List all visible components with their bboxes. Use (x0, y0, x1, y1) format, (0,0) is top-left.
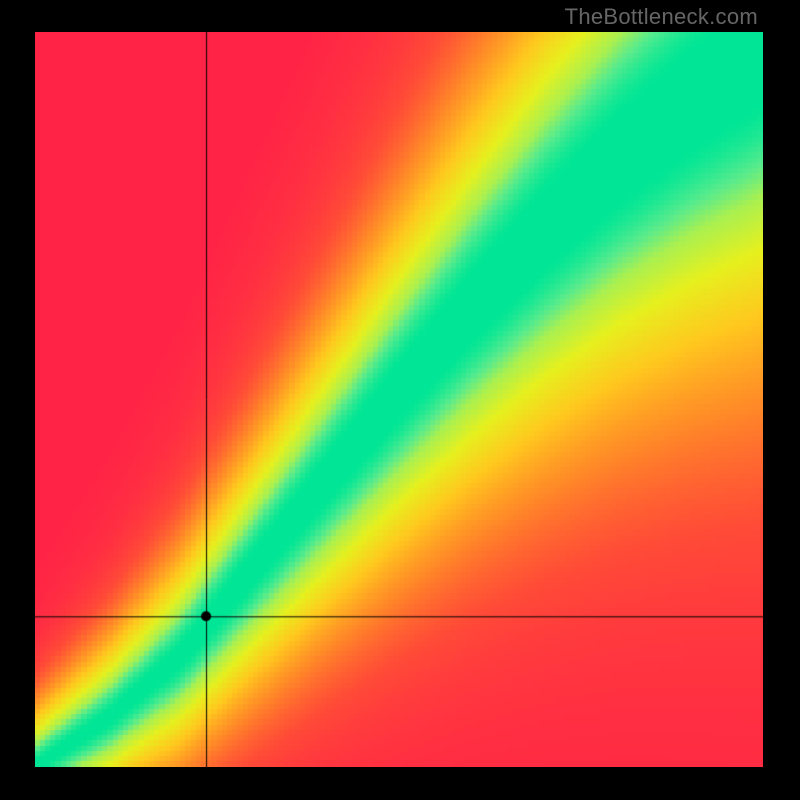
watermark-text: TheBottleneck.com (565, 4, 758, 30)
chart-container: TheBottleneck.com (0, 0, 800, 800)
bottleneck-heatmap (35, 32, 763, 767)
